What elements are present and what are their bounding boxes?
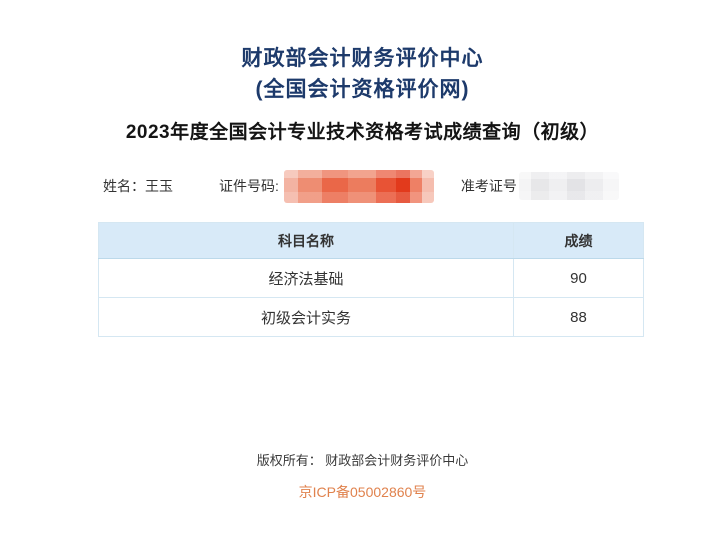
subject-cell: 经济法基础	[98, 258, 514, 298]
icp-filing-link[interactable]: 京ICP备05002860号	[298, 484, 427, 500]
admission-ticket-redacted-block	[518, 172, 619, 200]
column-header-subject: 科目名称	[98, 222, 514, 259]
score-cell: 90	[513, 258, 644, 298]
candidate-name: 姓名：王玉	[103, 176, 173, 196]
page-title: 2023年度全国会计专业技术资格考试成绩查询（初级）	[125, 122, 600, 143]
score-cell: 88	[513, 297, 644, 337]
table-row: 经济法基础 90	[98, 258, 644, 298]
subject-cell: 初级会计实务	[98, 297, 514, 337]
site-subtitle: (全国会计资格评价网)	[255, 78, 470, 101]
name-label: 姓名：	[103, 178, 145, 194]
copyright-text: 版权所有： 财政部会计财务评价中心	[256, 453, 469, 468]
admission-ticket-label: 准考证号	[460, 178, 517, 194]
name-value: 王玉	[145, 178, 173, 194]
site-title: 财政部会计财务评价中心	[241, 47, 484, 70]
candidate-info-row: 姓名：王玉 证件号码: 准考证号	[103, 168, 619, 204]
id-number-redacted-block	[283, 169, 434, 203]
table-header-row: 科目名称 成绩	[98, 222, 644, 259]
id-number-label: 证件号码:	[219, 178, 279, 194]
table-row: 初级会计实务 88	[98, 297, 644, 337]
score-table: 科目名称 成绩 经济法基础 90 初级会计实务 88	[98, 222, 644, 337]
column-header-score: 成绩	[513, 222, 644, 259]
